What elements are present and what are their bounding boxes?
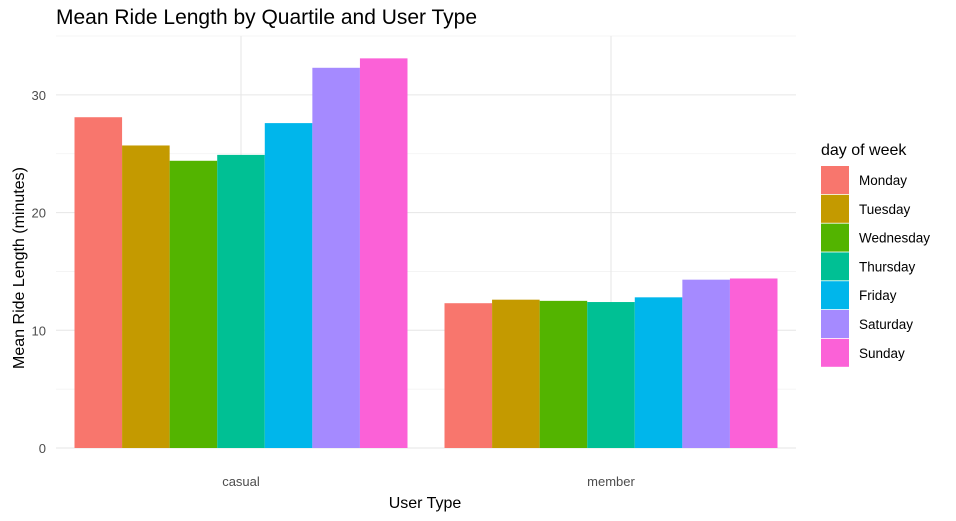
x-tick-label: casual — [222, 474, 260, 489]
y-tick-label: 20 — [32, 206, 46, 221]
legend-label: Thursday — [859, 259, 916, 274]
legend-label: Monday — [859, 173, 907, 188]
bar-tuesday-casual — [122, 145, 170, 448]
bar-friday-casual — [264, 123, 313, 448]
legend-key — [821, 166, 849, 194]
legend-title: day of week — [821, 142, 907, 159]
x-axis-title: User Type — [389, 495, 462, 512]
legend-key — [821, 281, 849, 310]
bar-sunday-member — [729, 278, 778, 448]
bar-saturday-casual — [312, 67, 360, 448]
y-tick-label: 0 — [39, 441, 46, 456]
legend-item-friday: Friday — [821, 281, 897, 310]
legend-item-sunday: Sunday — [821, 338, 905, 367]
y-tick-label: 10 — [32, 323, 46, 338]
legend-item-saturday: Saturday — [821, 310, 913, 338]
legend-label: Tuesday — [859, 202, 911, 217]
bar-thursday-member — [587, 302, 635, 448]
y-tick-label: 30 — [32, 88, 46, 103]
bar-monday-casual — [74, 117, 123, 449]
legend-item-monday: Monday — [821, 166, 907, 194]
bar-wednesday-casual — [169, 160, 218, 448]
legend-item-tuesday: Tuesday — [821, 194, 911, 223]
x-tick-label: member — [587, 474, 635, 489]
bar-monday-member — [444, 303, 493, 448]
bar-sunday-casual — [359, 58, 408, 448]
chart-title: Mean Ride Length by Quartile and User Ty… — [56, 6, 478, 29]
legend-key — [821, 338, 849, 367]
bar-friday-member — [634, 297, 683, 448]
y-axis-title: Mean Ride Length (minutes) — [11, 167, 28, 369]
legend-key — [821, 252, 849, 281]
y-axis-ticks: 0 10 20 30 — [32, 88, 46, 456]
bar-saturday-member — [682, 279, 730, 448]
bar-thursday-casual — [217, 154, 265, 449]
legend-label: Sunday — [859, 346, 905, 361]
legend-label: Friday — [859, 288, 897, 303]
legend-key — [821, 223, 849, 252]
legend-key — [821, 194, 849, 223]
legend-key — [821, 310, 849, 338]
bar-wednesday-member — [539, 300, 588, 448]
legend-item-wednesday: Wednesday — [821, 223, 930, 252]
legend-label: Saturday — [859, 317, 913, 332]
bars — [74, 58, 778, 449]
legend: day of week Monday Tuesday Wednesday Thursd… — [821, 142, 930, 367]
x-axis-ticks: casual member — [222, 474, 635, 489]
bar-tuesday-member — [492, 299, 540, 448]
legend-label: Wednesday — [859, 231, 930, 246]
legend-item-thursday: Thursday — [821, 252, 916, 281]
